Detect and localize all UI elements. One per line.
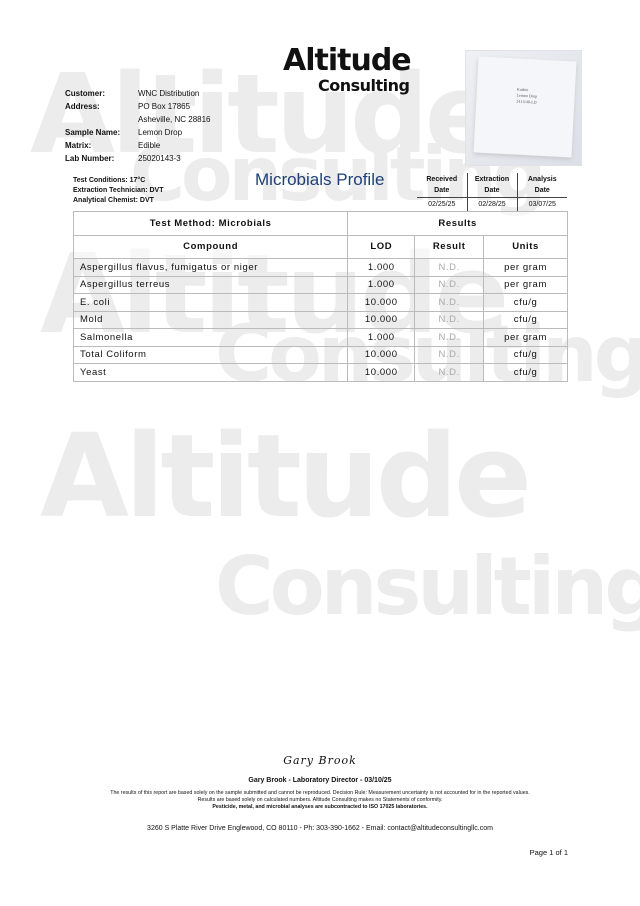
watermark-altitude: Altitude: [30, 50, 499, 178]
dates-table: Received Date Extraction Date Analysis Date…: [417, 173, 567, 211]
column-header-lod: LOD: [347, 234, 416, 259]
info-row: Sample Name: Lemon Drop: [65, 126, 210, 139]
signature: Gary Brook: [283, 754, 357, 767]
test-method-header: Test Method: Microbials: [72, 211, 349, 236]
result-cell: N.D.: [414, 258, 485, 277]
compound-cell: E. coli: [72, 293, 349, 312]
results-table: Test Method: Microbials Results Compound…: [72, 211, 568, 382]
units-cell: cfu/g: [483, 345, 568, 364]
watermark-altitude: Altitude: [40, 410, 532, 544]
analysis-date-header: Analysis Date: [516, 173, 567, 198]
info-row: Address: PO Box 17865: [65, 100, 210, 113]
disclaimer-line: Results are based solely on calculated n…: [197, 797, 443, 803]
lod-cell: 10.000: [347, 293, 416, 312]
disclaimer-line: Pesticide, metal, and microbial analyses…: [212, 804, 428, 810]
units-cell: per gram: [483, 275, 568, 294]
compound-cell: Salmonella: [72, 328, 349, 347]
received-date: 02/25/25: [417, 197, 467, 211]
lod-cell: 1.000: [347, 328, 416, 347]
disclaimer-line: The results of this report are based sol…: [110, 790, 530, 796]
lod-cell: 10.000: [347, 310, 416, 329]
analytical-chemist: Analytical Chemist: DVT: [73, 197, 154, 204]
info-row: Asheville, NC 28816: [65, 113, 210, 126]
units-cell: cfu/g: [483, 310, 568, 329]
result-cell: N.D.: [414, 363, 485, 382]
info-value: Edible: [138, 141, 161, 150]
info-value: 25020143-3: [138, 154, 181, 163]
info-row: Lab Number: 25020143-3: [65, 152, 210, 165]
compound-cell: Mold: [72, 310, 349, 329]
received-date-header: Received Date: [426, 176, 458, 194]
result-cell: N.D.: [414, 310, 485, 329]
logo-altitude: Altitude: [283, 43, 412, 78]
compound-cell: Yeast: [72, 363, 349, 382]
sample-bag-image: Kushie Lemon Drop 2411148-LD: [473, 56, 577, 158]
info-row: Matrix: Edible: [65, 139, 210, 152]
units-cell: per gram: [483, 258, 568, 277]
result-cell: N.D.: [414, 275, 485, 294]
column-header-units: Units: [483, 234, 568, 259]
compound-cell: Aspergillus flavus, fumigatus or niger: [72, 258, 349, 277]
bag-label-line: 2411148-LD: [516, 98, 537, 105]
table-row: Total Coliform 10.000 N.D. cfu/g: [72, 345, 568, 364]
units-cell: cfu/g: [483, 293, 568, 312]
page-title: Microbials Profile: [255, 170, 385, 189]
info-value: WNC Distribution: [138, 89, 200, 98]
table-row: Salmonella 1.000 N.D. per gram: [72, 328, 568, 347]
disclaimer: The results of this report are based sol…: [0, 790, 640, 811]
lab-address: 3260 S Platte River Drive Englewood, CO …: [147, 825, 493, 832]
info-label: Address:: [65, 102, 100, 111]
info-label: Sample Name:: [65, 128, 121, 137]
extraction-date-header: Extraction Date: [466, 173, 517, 198]
table-row: Aspergillus flavus, fumigatus or niger 1.…: [72, 258, 568, 277]
lod-cell: 1.000: [347, 258, 416, 277]
column-header-compound: Compound: [72, 234, 349, 259]
test-conditions: Test Conditions: 17°C Extraction Technic…: [73, 176, 164, 206]
table-row: E. coli 10.000 N.D. cfu/g: [72, 293, 568, 312]
lod-cell: 10.000: [347, 363, 416, 382]
table-row: Mold 10.000 N.D. cfu/g: [72, 310, 568, 329]
results-header: Results: [347, 211, 568, 236]
watermark-consulting: Consulting: [215, 540, 640, 633]
result-cell: N.D.: [414, 293, 485, 312]
info-value: Asheville, NC 28816: [138, 115, 211, 124]
result-cell: N.D.: [414, 328, 485, 347]
table-row: Aspergillus terreus 1.000 N.D. per gram: [72, 275, 568, 294]
lod-cell: 10.000: [347, 345, 416, 364]
info-label: Matrix:: [65, 141, 92, 150]
logo-consulting: Consulting: [318, 76, 410, 95]
units-cell: per gram: [483, 328, 568, 347]
customer-info: Customer: WNC Distribution Address: PO Box …: [65, 87, 210, 165]
page-number: Page 1 of 1: [529, 848, 568, 857]
info-label: Lab Number:: [65, 154, 115, 163]
sample-photo: Kushie Lemon Drop 2411148-LD: [465, 50, 582, 166]
info-label: Customer:: [65, 89, 106, 98]
table-row: Yeast 10.000 N.D. cfu/g: [72, 363, 568, 382]
result-cell: N.D.: [414, 345, 485, 364]
extraction-technician: Extraction Technician: DVT: [73, 187, 164, 194]
compound-cell: Total Coliform: [72, 345, 349, 364]
bag-label: Kushie Lemon Drop 2411148-LD: [516, 87, 537, 106]
test-conditions-line: Test Conditions: 17°C: [73, 177, 146, 184]
units-cell: cfu/g: [483, 363, 568, 382]
compound-cell: Aspergillus terreus: [72, 275, 349, 294]
info-row: Customer: WNC Distribution: [65, 87, 210, 100]
info-value: Lemon Drop: [138, 128, 183, 137]
info-value: PO Box 17865: [138, 102, 191, 111]
lod-cell: 1.000: [347, 275, 416, 294]
column-header-result: Result: [414, 234, 485, 259]
analysis-date: 03/07/25: [516, 197, 567, 211]
director-line: Gary Brook - Laboratory Director - 03/10…: [248, 777, 392, 784]
extraction-date: 02/28/25: [466, 197, 517, 211]
